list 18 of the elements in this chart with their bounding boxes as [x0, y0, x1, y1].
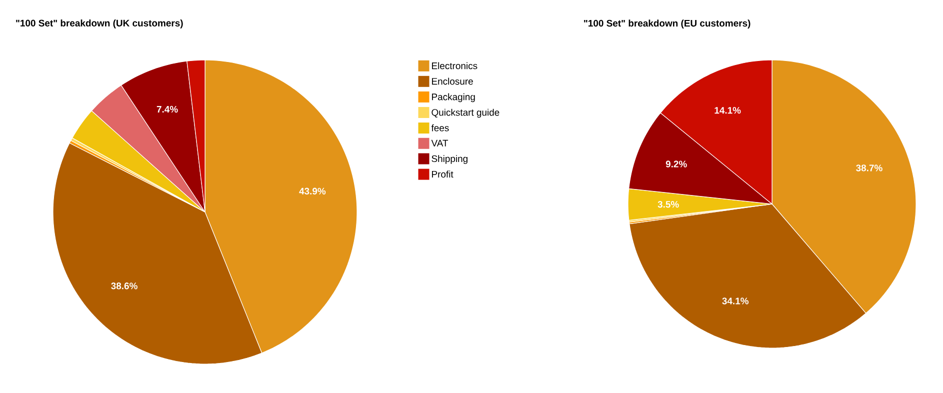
data-label: 14.1%	[714, 106, 741, 114]
data-label: 34.1%	[722, 298, 749, 304]
legend-label: fees	[431, 124, 449, 132]
legend-label: Electronics	[432, 62, 478, 70]
legend-label: Quickstart guide	[432, 108, 500, 118]
data-label: 9.2%	[666, 160, 687, 168]
data-label: 7.4%	[156, 106, 178, 113]
data-label: 3.5%	[658, 200, 679, 208]
chart-title: "100 Set" breakdown (UK customers)	[16, 20, 183, 28]
legend-label: VAT	[431, 140, 448, 146]
legend-label: Shipping	[432, 155, 468, 164]
legend-label: Packaging	[432, 93, 475, 102]
data-label: 38.7%	[856, 164, 882, 172]
data-label: 43.9%	[299, 188, 326, 195]
chart-title: "100 Set" breakdown (EU customers)	[584, 20, 750, 28]
data-label: 38.6%	[111, 282, 138, 290]
legend-label: Profit	[432, 170, 454, 178]
legend-label: Enclosure	[432, 78, 473, 85]
